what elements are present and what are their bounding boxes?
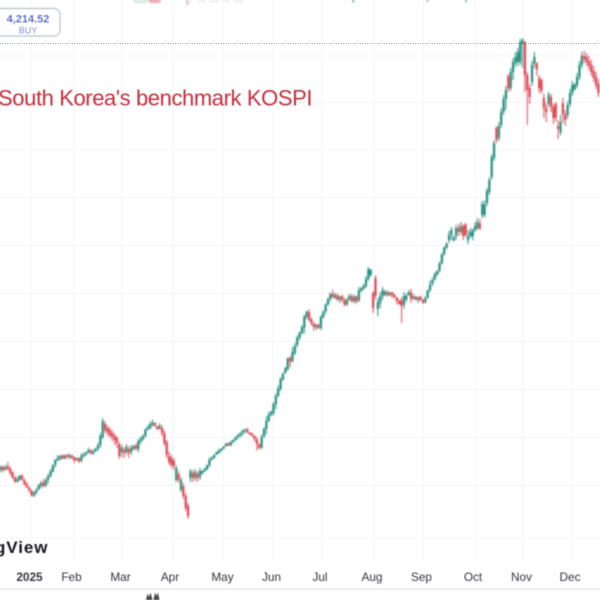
svg-text:4,214.52: 4,214.52 <box>7 14 50 26</box>
svg-text:May: May <box>211 570 233 584</box>
svg-text:Nov: Nov <box>511 570 532 584</box>
svg-text:South Korea's benchmark KOSPI: South Korea's benchmark KOSPI <box>0 86 313 111</box>
svg-text:Aug: Aug <box>362 570 383 584</box>
svg-text:Apr: Apr <box>161 570 179 584</box>
svg-text:gView: gView <box>0 538 48 557</box>
svg-text:Jul: Jul <box>312 570 327 584</box>
svg-text:2025: 2025 <box>16 570 43 584</box>
svg-text:Dec: Dec <box>560 570 581 584</box>
svg-text:Mar: Mar <box>110 570 130 584</box>
svg-text:Sep: Sep <box>411 570 432 584</box>
svg-text:BUY: BUY <box>19 26 38 36</box>
svg-text:Jun: Jun <box>262 570 281 584</box>
svg-text:Feb: Feb <box>61 570 82 584</box>
svg-text:Oct: Oct <box>464 570 483 584</box>
